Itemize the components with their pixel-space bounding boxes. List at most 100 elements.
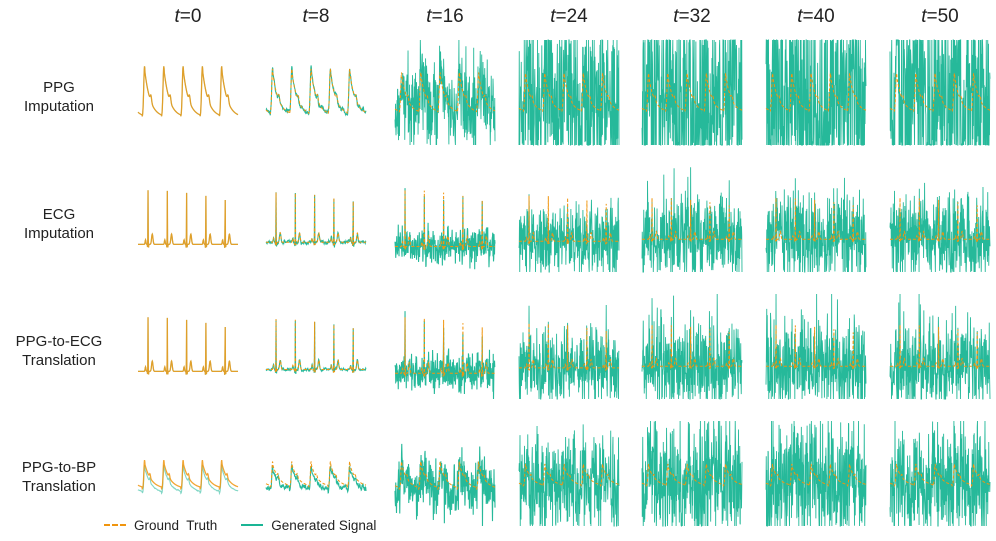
generated-signal-line [394, 188, 496, 270]
ground-truth-line [265, 68, 367, 114]
panel [265, 192, 367, 248]
ground-truth-line [642, 197, 742, 243]
ground-truth-line [137, 66, 239, 117]
panel [641, 293, 743, 400]
column-title-value: =32 [678, 6, 711, 27]
legend: Ground Truth Generated Signal [104, 515, 400, 535]
panel [265, 461, 367, 494]
panel [394, 443, 496, 527]
row-label-line1: PPG-to-BP [21, 459, 97, 476]
generated-signal-line [889, 39, 991, 147]
panel [137, 459, 239, 496]
legend-label-generated-signal: Generated Signal [271, 517, 377, 533]
row-label-line2: Translation [22, 478, 96, 495]
panel [518, 424, 620, 527]
generated-signal-line [518, 305, 620, 400]
panel [641, 420, 743, 527]
ground-truth-line [765, 463, 867, 487]
column-title-variable: t [673, 6, 679, 27]
row-panels [137, 39, 991, 147]
ground-truth-line [766, 324, 866, 370]
generated-signal-line [765, 177, 867, 273]
row-label-line2: Translation [22, 352, 96, 369]
column-title: t=16 [395, 6, 495, 28]
ground-truth-line [518, 73, 620, 112]
row-label-line2: Imputation [23, 98, 95, 115]
generated-signal-line [641, 39, 743, 146]
panel [518, 39, 620, 147]
column-title-variable: t [550, 6, 556, 27]
generated-signal-line [641, 420, 743, 527]
panel [137, 66, 239, 117]
panel [518, 305, 620, 400]
column-title: t=0 [138, 6, 238, 28]
generated-signal-line [889, 420, 991, 527]
panel [889, 182, 991, 273]
generated-signal-line [265, 192, 367, 248]
column-title-variable: t [174, 6, 180, 27]
row-label: ECG Imputation [0, 205, 118, 243]
ground-truth-line [765, 73, 867, 112]
column-title-value: =24 [555, 6, 588, 27]
row-label: PPG-to-ECG Translation [0, 332, 118, 370]
column-title: t=24 [519, 6, 619, 28]
column-title-variable: t [921, 6, 927, 27]
row-label-line1: ECG [42, 206, 76, 223]
ground-truth-line [518, 463, 620, 487]
panel [889, 420, 991, 527]
ground-truth-line [766, 197, 866, 243]
panel [394, 39, 496, 146]
row-label: PPG-to-BP Translation [0, 458, 118, 496]
generated-signal-line [765, 39, 867, 146]
ground-truth-line [890, 197, 990, 243]
column-title-value: =0 [179, 6, 202, 27]
column-title-value: =40 [802, 6, 835, 27]
ground-truth-line [395, 189, 495, 251]
row-label-line1: PPG-to-ECG [15, 333, 103, 350]
panel [765, 39, 867, 146]
row-label: PPG Imputation [0, 78, 118, 116]
ground-truth-line [889, 463, 991, 487]
generated-signal-line [394, 311, 496, 400]
generated-signal-line [518, 424, 620, 527]
generated-signal-line [265, 319, 367, 375]
panel [394, 311, 496, 400]
ground-truth-line [519, 323, 619, 371]
panel [265, 65, 367, 117]
generated-signal-line [765, 293, 867, 400]
ground-truth-line [642, 324, 742, 370]
generated-signal-line [889, 293, 991, 400]
legend-label-ground-truth: Ground Truth [134, 517, 218, 533]
row-panels [138, 293, 991, 400]
generated-signal-line [518, 39, 620, 147]
row-label-line1: PPG [43, 79, 75, 96]
legend-item-ground-truth: Ground Truth [104, 518, 217, 533]
ground-truth-line [890, 324, 990, 370]
column-title-value: =8 [307, 6, 330, 27]
ground-truth-line [889, 73, 991, 112]
column-title-value: =50 [926, 6, 959, 27]
generated-signal-line [394, 39, 496, 146]
ground-truth-line [265, 461, 367, 488]
column-title-variable: t [302, 6, 308, 27]
panel [518, 194, 620, 273]
ground-truth-line [138, 317, 238, 375]
ground-truth-line [137, 459, 239, 491]
generated-signal-line [641, 167, 743, 273]
ground-truth-line [641, 463, 743, 487]
generated-signal-line [394, 443, 496, 527]
panel [889, 39, 991, 147]
legend-swatch-ground-truth [104, 524, 126, 526]
generated-signal-line [265, 65, 367, 117]
column-title: t=8 [266, 6, 366, 28]
panel [138, 190, 238, 248]
panel [641, 167, 743, 273]
panel [641, 39, 743, 146]
panel [765, 177, 867, 273]
panel [889, 293, 991, 400]
panel [265, 319, 367, 375]
column-title-variable: t [797, 6, 803, 27]
ground-truth-line [394, 72, 496, 113]
panel [765, 420, 867, 527]
